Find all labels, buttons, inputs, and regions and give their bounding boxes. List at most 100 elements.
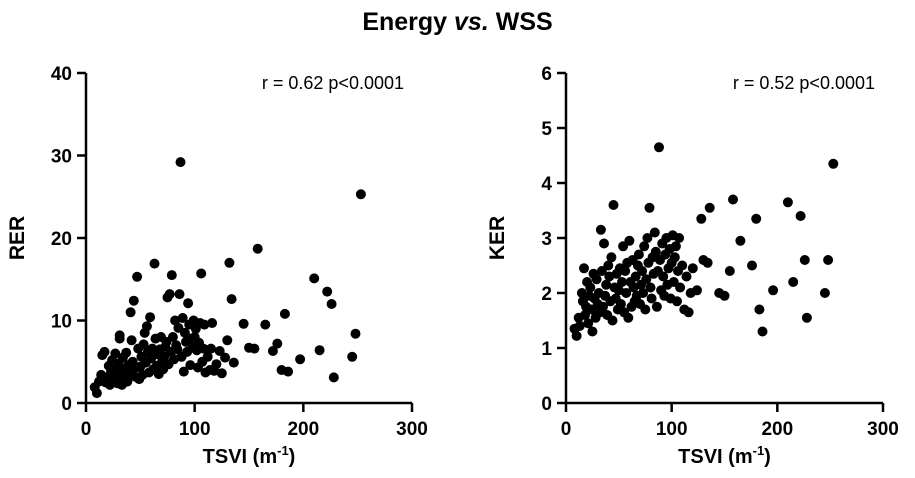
data-point [207,318,218,328]
data-point [121,347,132,358]
data-point [238,318,249,329]
data-point [260,319,271,330]
data-point [125,307,136,318]
data-point [687,263,698,274]
data-point [646,293,657,304]
data-point [645,282,656,293]
title-italic: vs. [454,8,489,36]
data-point [202,351,213,362]
data-point [126,335,137,346]
data-point [768,285,779,296]
data-point [206,343,216,354]
x-tick-label: 300 [867,419,899,440]
data-point [782,197,793,208]
data-point [220,352,231,363]
x-tick-label: 200 [761,419,793,440]
data-point [585,282,596,293]
data-point [110,348,121,359]
y-tick-label: 5 [541,119,552,140]
data-point [640,304,651,315]
x-axis-label: TSVI (m-1) [678,443,771,468]
data-point [272,338,283,349]
data-point [167,332,178,342]
data-point [175,157,186,168]
data-point [658,271,669,282]
data-point [211,359,222,370]
data-point [583,318,594,329]
data-point [675,282,686,293]
data-point [642,233,653,243]
data-point [179,327,190,338]
data-point [174,289,185,300]
data-point [639,241,650,252]
data-point [754,304,765,315]
data-point [166,270,177,281]
data-point [141,321,152,332]
title-suffix: WSS [488,8,553,36]
data-point [224,257,235,268]
data-point [178,366,189,377]
data-point [621,288,632,298]
data-point [591,274,602,285]
data-point [91,388,102,399]
data-point [347,351,358,362]
data-point [328,372,339,383]
y-tick-label: 1 [541,339,552,360]
x-axis-label: TSVI (m-1) [203,443,296,468]
data-point [674,233,685,243]
x-tick-label: 100 [179,419,211,440]
data-point [819,288,830,298]
data-point [595,224,606,235]
data-point [603,260,614,271]
data-point [719,290,730,301]
x-tick-label: 0 [81,419,92,440]
data-point [724,266,735,276]
data-point [644,202,655,213]
data-point [222,335,233,346]
data-point [216,368,227,379]
data-point [641,274,652,285]
data-point [696,213,707,224]
data-point [598,301,608,312]
data-point [795,211,806,221]
data-point [574,321,585,331]
data-point [279,308,290,319]
y-tick-label: 0 [61,394,72,415]
data-point [314,345,325,356]
data-point [828,158,839,169]
x-tick-label: 0 [561,419,572,440]
data-point [617,277,627,287]
data-point [654,142,664,153]
data-point [138,339,149,350]
data-point [649,227,660,238]
data-point [145,312,156,323]
data-point [601,279,612,290]
data-point [702,257,713,268]
data-point [801,312,812,323]
data-point [624,235,635,246]
y-tick-label: 20 [51,229,72,250]
data-point [623,312,634,323]
data-point [683,307,694,318]
data-point [326,299,337,309]
data-point [587,326,598,337]
y-tick-label: 6 [541,64,552,85]
data-point [249,343,260,354]
data-point [615,299,626,309]
data-point [692,285,702,296]
data-point [226,294,237,305]
y-axis-label: KER [486,216,509,260]
y-tick-label: 10 [51,312,72,333]
data-point [651,301,662,312]
data-point [196,268,207,279]
figure-title: Energy vs. WSS [0,8,915,37]
data-point [169,354,179,365]
data-point [183,298,194,309]
data-point [164,289,175,300]
y-tick-label: 0 [541,394,552,415]
data-point [728,194,738,205]
data-point [638,288,649,298]
correlation-annotation: r = 0.62 p<0.0001 [262,73,404,93]
y-axis-label: RER [6,216,29,260]
